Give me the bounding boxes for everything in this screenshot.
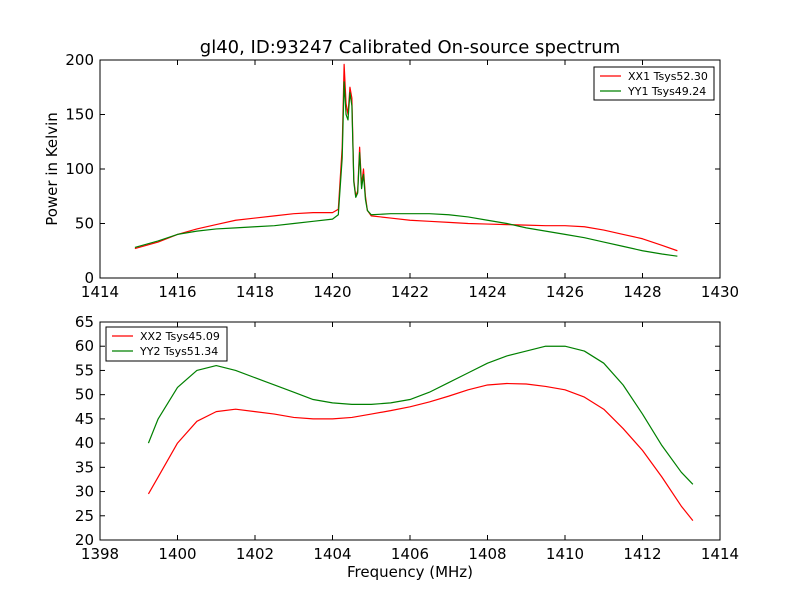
x-tick-label-1-7: 1412	[623, 545, 661, 563]
x-tick-label-1-6: 1410	[546, 545, 584, 563]
y-tick-label-1-5: 45	[75, 410, 94, 428]
y-tick-label-1-3: 35	[75, 458, 94, 476]
y-tick-label-1-8: 60	[75, 337, 94, 355]
legend-label-0-1: YY1 Tsys49.24	[627, 85, 706, 98]
x-tick-label-0-2: 1418	[236, 283, 274, 301]
x-tick-label-0-0: 1414	[81, 283, 119, 301]
x-tick-label-0-4: 1422	[391, 283, 429, 301]
legend-label-1-1: YY2 Tsys51.34	[139, 345, 218, 358]
x-tick-label-1-8: 1414	[701, 545, 739, 563]
x-tick-label-0-1: 1416	[158, 283, 196, 301]
x-tick-label-1-0: 1398	[81, 545, 119, 563]
legend-box-0	[593, 66, 715, 101]
x-tick-label-0-5: 1424	[468, 283, 506, 301]
series-line-0-1	[134, 81, 678, 257]
x-tick-label-1-4: 1406	[391, 545, 429, 563]
y-tick-label-1-1: 25	[75, 507, 94, 525]
chart-title: gl40, ID:93247 Calibrated On-source spec…	[200, 37, 620, 58]
x-tick-label-0-3: 1420	[313, 283, 351, 301]
y-tick-label-0-3: 150	[65, 106, 94, 124]
bottom-x-axis-label: Frequency (MHz)	[347, 563, 473, 581]
legend-label-0-0: XX1 Tsys52.30	[628, 70, 708, 83]
top-y-axis-label: Power in Kelvin	[43, 112, 61, 226]
legend-box-1	[105, 326, 228, 362]
series-line-1-0	[147, 382, 694, 521]
series-line-1-1	[147, 345, 694, 485]
y-tick-label-1-6: 50	[75, 386, 94, 404]
y-tick-label-0-1: 50	[75, 215, 94, 233]
x-tick-label-0-8: 1430	[701, 283, 739, 301]
series-line-0-0	[134, 63, 678, 252]
top-panel: Power in Kelvin 1414 1416 1418 1420 1422 1424…	[43, 51, 739, 301]
x-tick-label-0-6: 1426	[546, 283, 584, 301]
x-tick-label-1-2: 1402	[236, 545, 274, 563]
x-tick-label-0-7: 1428	[623, 283, 661, 301]
y-tick-label-1-4: 40	[75, 434, 94, 452]
y-tick-label-1-2: 30	[75, 483, 94, 501]
y-tick-label-0-4: 200	[65, 51, 94, 69]
x-tick-label-1-5: 1408	[468, 545, 506, 563]
y-tick-label-1-7: 55	[75, 361, 94, 379]
x-tick-label-1-3: 1404	[313, 545, 351, 563]
bottom-panel: Frequency (MHz) 1398 1400 1402 1404 1406 1408…	[75, 313, 739, 581]
y-tick-label-0-2: 100	[65, 160, 94, 178]
y-tick-label-0-0: 0	[84, 269, 94, 287]
x-tick-label-1-1: 1400	[158, 545, 196, 563]
y-tick-label-1-9: 65	[75, 313, 94, 331]
y-tick-label-1-0: 20	[75, 531, 94, 549]
legend-label-1-0: XX2 Tsys45.09	[140, 330, 220, 343]
